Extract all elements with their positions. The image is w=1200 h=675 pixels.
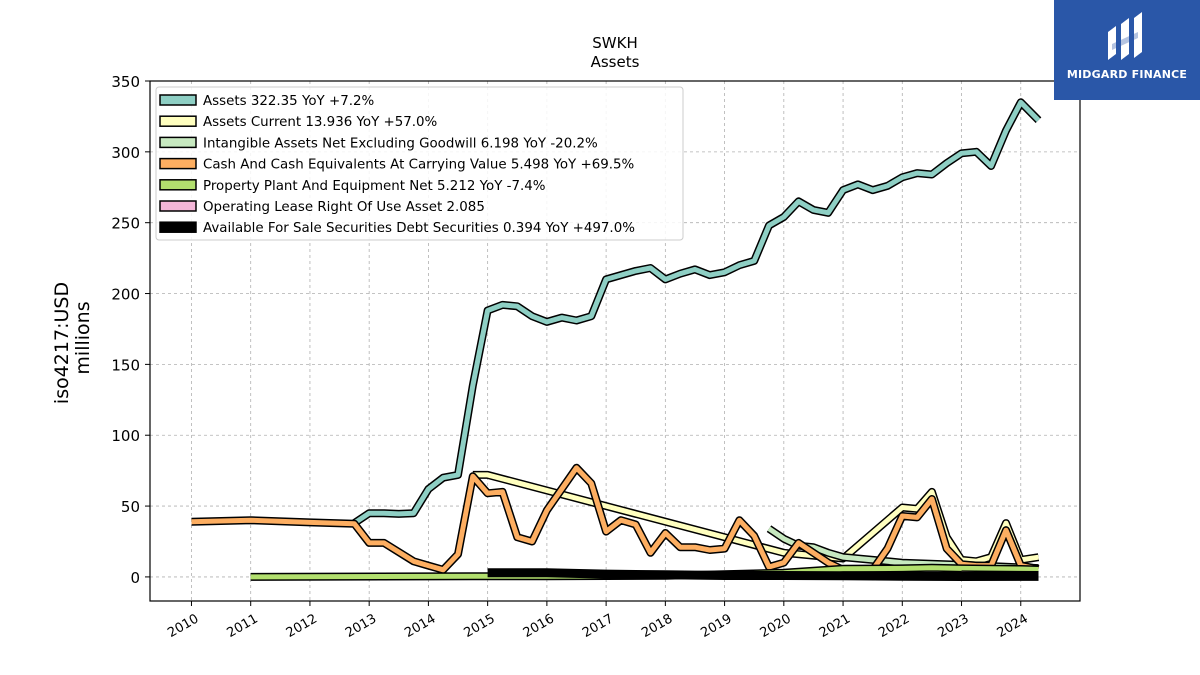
series-6 xyxy=(487,568,1039,581)
y-tick-label: 150 xyxy=(111,356,140,374)
y-tick-label: 250 xyxy=(111,215,140,233)
x-tick-label: 2019 xyxy=(698,611,734,641)
legend-swatch xyxy=(159,200,197,212)
legend-swatch xyxy=(159,157,197,170)
x-tick-label: 2023 xyxy=(935,611,971,641)
legend-label: Intangible Assets Net Excluding Goodwill… xyxy=(203,136,598,151)
legend-label: Cash And Cash Equivalents At Carrying Va… xyxy=(203,158,634,173)
legend-swatch xyxy=(159,115,197,127)
x-tick-label: 2017 xyxy=(580,611,616,641)
y-tick-label: 0 xyxy=(130,569,140,587)
y-ticks: 0 50 100 150 200 250 300 350 xyxy=(111,73,150,587)
legend-label: Assets Current 13.936 YoY +57.0% xyxy=(203,115,437,130)
x-tick-label: 2018 xyxy=(639,611,675,641)
x-tick-label: 2015 xyxy=(461,611,497,641)
legend-item: Intangible Assets Net Excluding Goodwill… xyxy=(159,136,598,151)
x-tick-label: 2011 xyxy=(225,611,261,641)
y-tick-label: 50 xyxy=(121,498,140,516)
legend-item: Available For Sale Securities Debt Secur… xyxy=(159,221,635,236)
legend-label: Assets 322.35 YoY +7.2% xyxy=(203,94,374,109)
legend-label: Available For Sale Securities Debt Secur… xyxy=(203,221,635,236)
x-tick-label: 2010 xyxy=(165,611,201,641)
x-tick-label: 2024 xyxy=(995,611,1031,641)
legend: Assets 322.35 YoY +7.2% Assets Current 13… xyxy=(155,86,684,241)
legend-item: Cash And Cash Equivalents At Carrying Va… xyxy=(159,157,634,173)
legend-item: Operating Lease Right Of Use Asset 2.085 xyxy=(159,200,485,215)
y-tick-label: 350 xyxy=(111,73,140,91)
plot-frame xyxy=(149,80,1081,602)
y-tick-label: 100 xyxy=(111,427,140,445)
x-tick-label: 2012 xyxy=(284,611,320,641)
x-tick-label: 2016 xyxy=(521,611,557,641)
x-tick-label: 2020 xyxy=(758,611,794,641)
series-1 xyxy=(472,470,1040,566)
series-0 xyxy=(352,98,1042,527)
x-tick-label: 2022 xyxy=(876,611,912,641)
series-3 xyxy=(191,463,1040,574)
legend-item: Assets Current 13.936 YoY +57.0% xyxy=(159,115,437,130)
legend-swatch xyxy=(159,179,197,191)
legend-swatch xyxy=(159,221,197,233)
y-axis-label-units: millions xyxy=(72,301,94,374)
brand-logo: MIDGARD FINANCE xyxy=(1054,0,1200,100)
legend-swatch xyxy=(159,136,197,149)
series-line xyxy=(353,99,1041,526)
series-outline xyxy=(487,568,1039,581)
legend-item: Property Plant And Equipment Net 5.212 Y… xyxy=(159,179,546,194)
series-layer xyxy=(191,98,1042,581)
y-axis-label: iso4217:USD xyxy=(51,282,73,404)
midgard-logo-icon xyxy=(1108,12,1142,60)
legend-item: Assets 322.35 YoY +7.2% xyxy=(159,94,374,109)
chart-subtitle: Assets xyxy=(591,53,640,71)
chart-title: SWKH xyxy=(592,34,637,52)
x-tick-label: 2014 xyxy=(402,611,438,641)
legend-box xyxy=(155,86,684,241)
y-tick-label: 300 xyxy=(111,144,140,162)
legend-label: Operating Lease Right Of Use Asset 2.085 xyxy=(203,200,485,215)
x-tick-label: 2013 xyxy=(343,611,379,641)
brand-name: MIDGARD FINANCE xyxy=(1066,68,1188,81)
y-tick-label: 200 xyxy=(111,286,140,304)
legend-swatch xyxy=(159,94,197,106)
series-line xyxy=(191,465,1039,573)
x-ticks: 2010 2011 2012 2013 2014 2015 2016 2017 2018 2019… xyxy=(165,601,1031,641)
x-tick-label: 2021 xyxy=(817,611,853,641)
legend-label: Property Plant And Equipment Net 5.212 Y… xyxy=(203,179,546,194)
